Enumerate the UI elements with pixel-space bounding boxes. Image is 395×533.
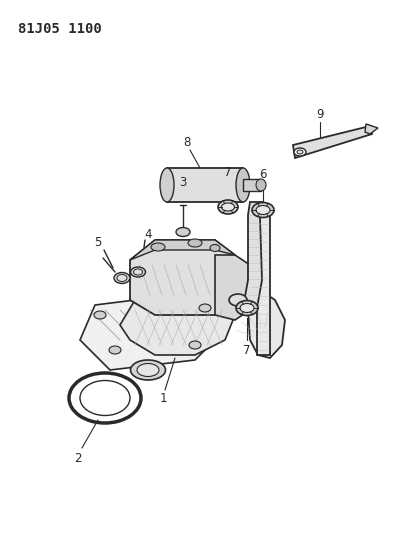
- Polygon shape: [167, 168, 243, 202]
- Ellipse shape: [160, 168, 174, 202]
- Ellipse shape: [297, 150, 303, 154]
- Ellipse shape: [229, 294, 247, 306]
- Ellipse shape: [236, 301, 258, 316]
- Ellipse shape: [252, 203, 274, 217]
- Ellipse shape: [256, 206, 270, 214]
- Polygon shape: [240, 290, 285, 358]
- Ellipse shape: [240, 303, 254, 312]
- Ellipse shape: [256, 179, 266, 191]
- Ellipse shape: [137, 364, 159, 376]
- Polygon shape: [215, 255, 250, 320]
- Ellipse shape: [109, 346, 121, 354]
- Ellipse shape: [114, 272, 130, 284]
- Text: 4: 4: [144, 228, 152, 240]
- Text: 9: 9: [316, 108, 324, 120]
- Polygon shape: [243, 202, 263, 308]
- Text: 7: 7: [243, 343, 251, 357]
- Ellipse shape: [94, 311, 106, 319]
- Text: 3: 3: [179, 176, 187, 190]
- Text: 2: 2: [74, 451, 82, 464]
- Ellipse shape: [210, 245, 220, 252]
- Ellipse shape: [117, 274, 127, 281]
- Text: 7: 7: [224, 166, 232, 179]
- Ellipse shape: [236, 168, 250, 202]
- Ellipse shape: [218, 200, 238, 214]
- Text: 1: 1: [159, 392, 167, 405]
- Polygon shape: [243, 179, 261, 191]
- Ellipse shape: [176, 228, 190, 237]
- Polygon shape: [130, 240, 235, 315]
- Text: 5: 5: [94, 237, 102, 249]
- Ellipse shape: [189, 341, 201, 349]
- Text: 8: 8: [183, 136, 191, 149]
- Polygon shape: [365, 124, 378, 134]
- Polygon shape: [293, 126, 372, 158]
- Ellipse shape: [188, 239, 202, 247]
- Ellipse shape: [151, 243, 165, 251]
- Polygon shape: [257, 210, 270, 355]
- Text: 6: 6: [259, 168, 267, 182]
- Text: 81J05 1100: 81J05 1100: [18, 22, 102, 36]
- Ellipse shape: [134, 269, 143, 275]
- Polygon shape: [80, 295, 220, 370]
- Ellipse shape: [222, 203, 235, 211]
- Ellipse shape: [294, 148, 306, 156]
- Polygon shape: [130, 240, 235, 260]
- Polygon shape: [120, 295, 235, 355]
- Ellipse shape: [199, 304, 211, 312]
- Ellipse shape: [130, 267, 145, 277]
- Ellipse shape: [130, 360, 166, 380]
